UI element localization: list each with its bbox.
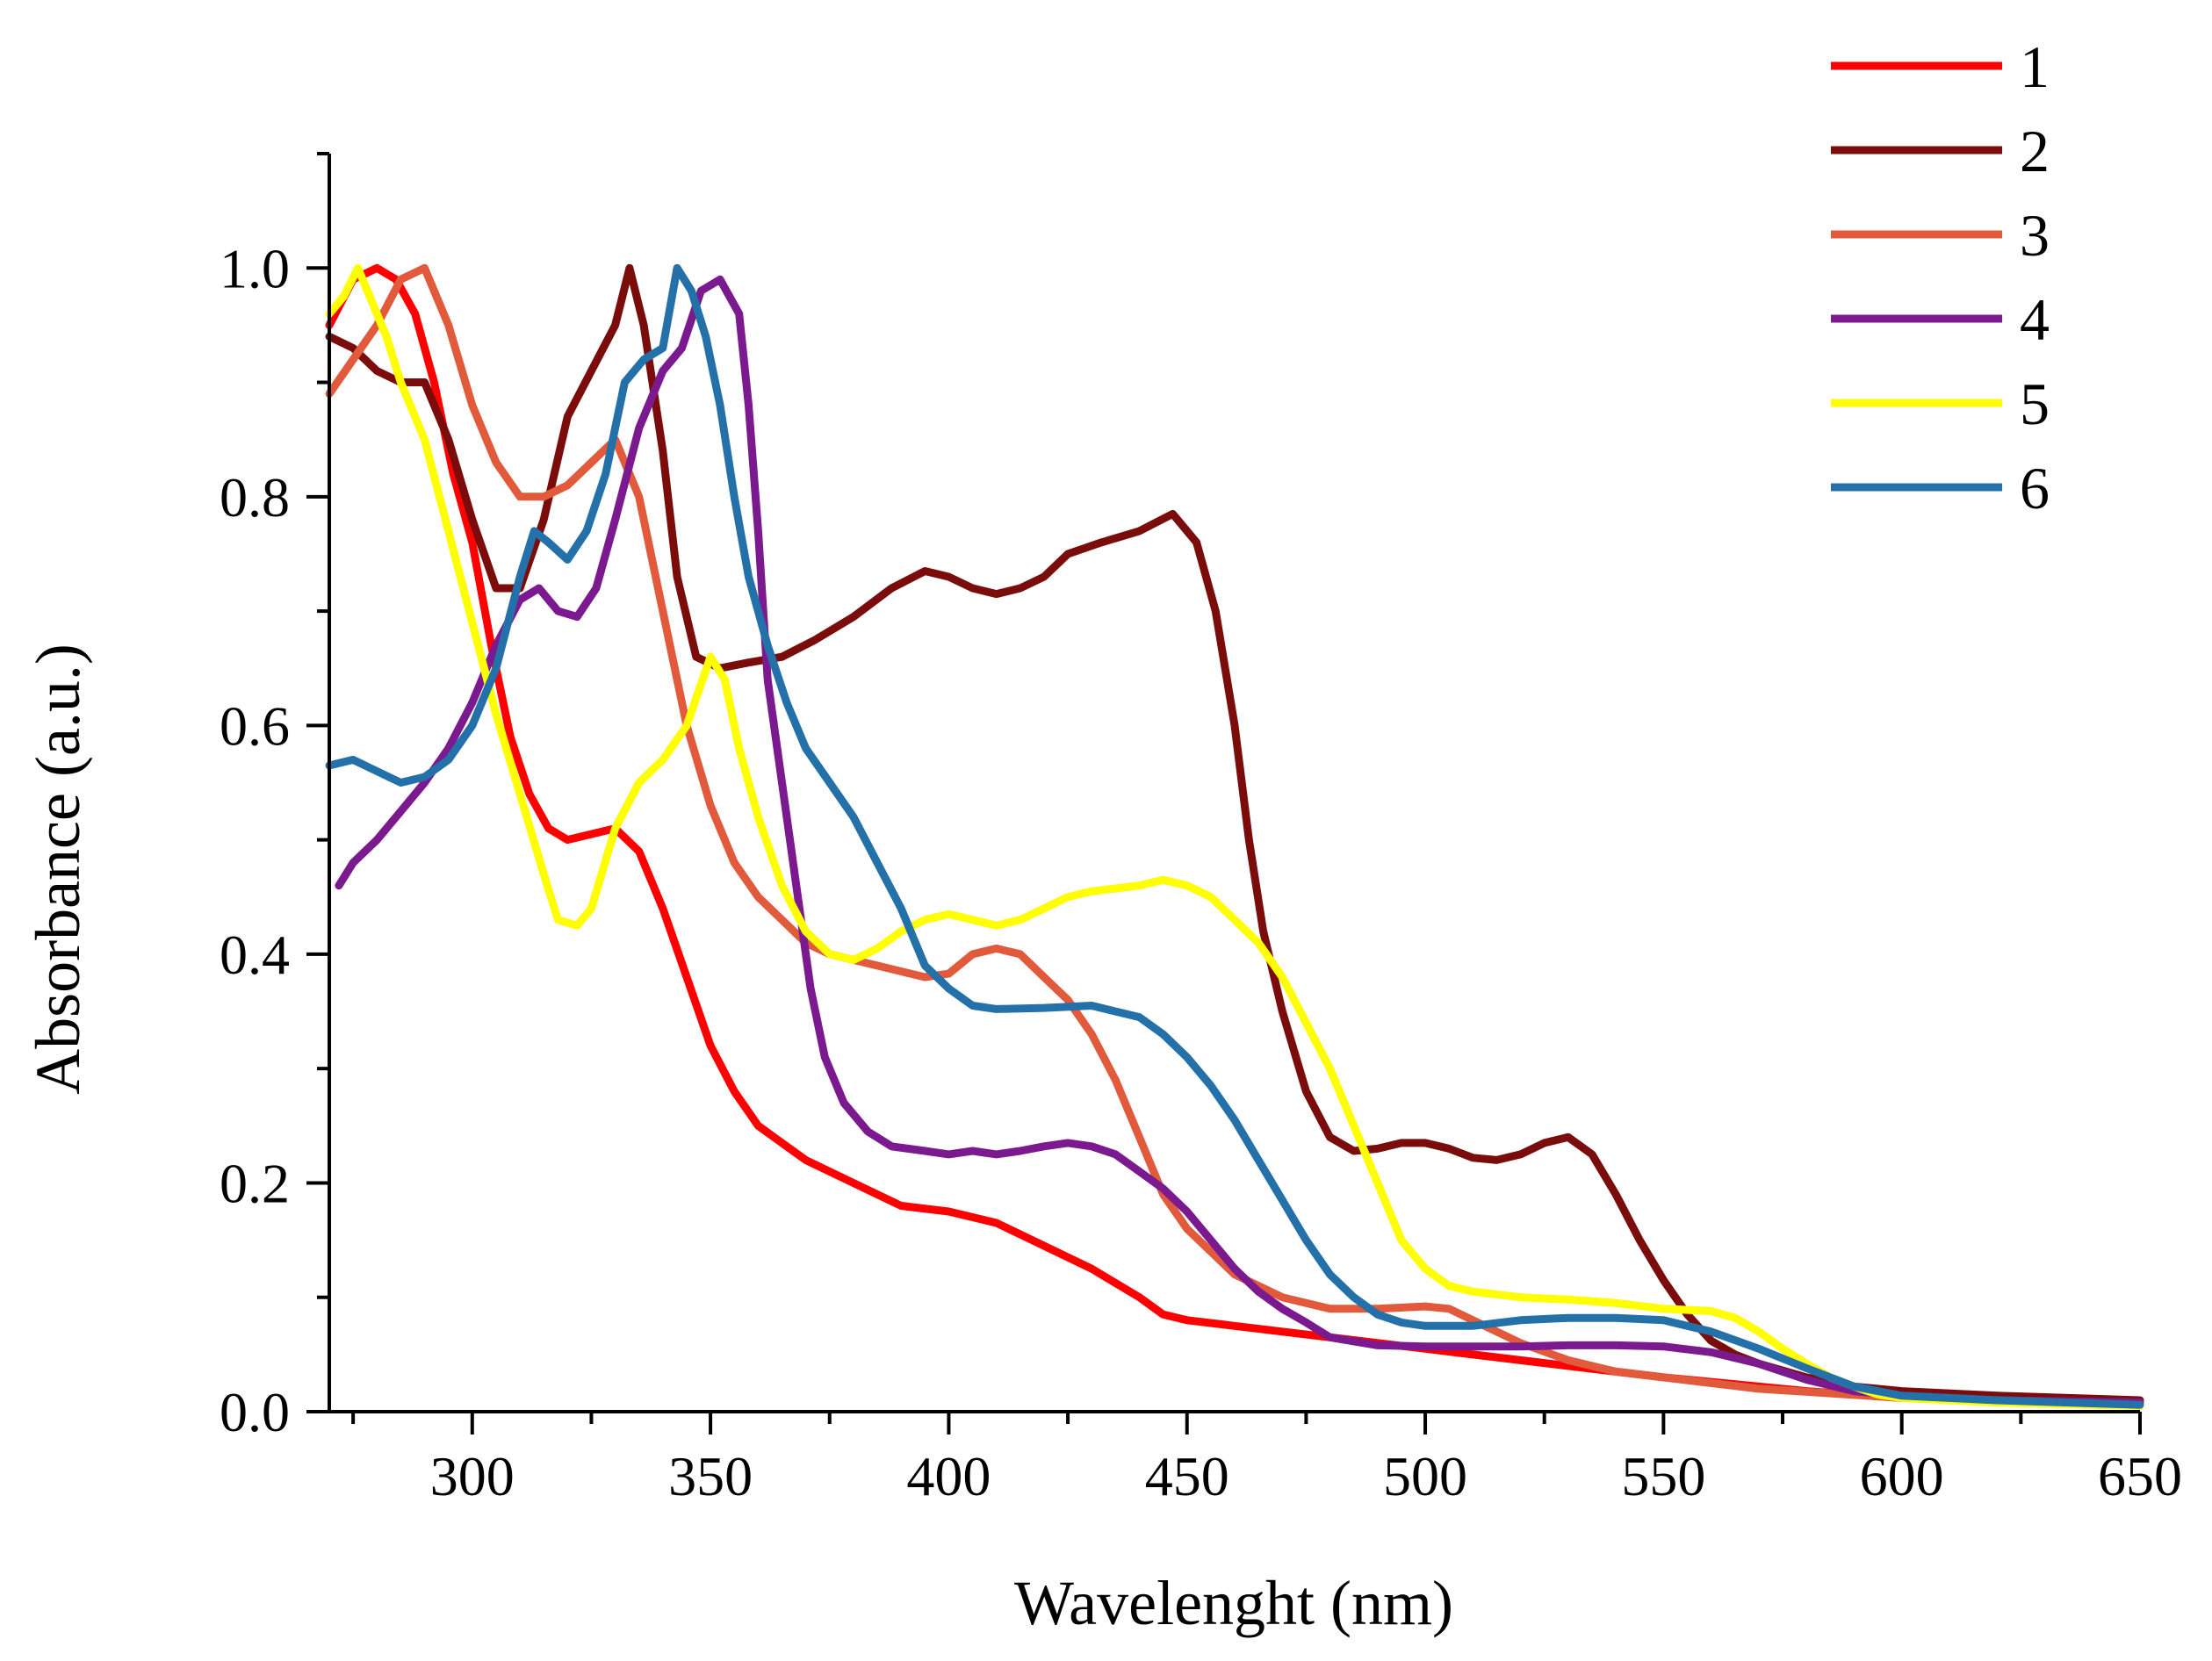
y-tick-label: 0.8 — [220, 466, 290, 528]
x-tick-label: 650 — [2098, 1445, 2182, 1507]
series-2-line — [325, 263, 2144, 1405]
y-tick-label: 1.0 — [220, 237, 290, 299]
legend-label-3: 3 — [2020, 202, 2050, 269]
y-tick-label: 0.4 — [220, 924, 290, 986]
x-axis-title: Wavelenght (nm) — [1014, 1568, 1453, 1638]
x-tick-label: 450 — [1145, 1445, 1229, 1507]
y-tick-label: 0.0 — [220, 1381, 290, 1443]
y-tick-label: 0.2 — [220, 1152, 290, 1214]
legend-label-1: 1 — [2020, 33, 2050, 100]
series-3-line — [325, 263, 2144, 1407]
x-tick-label: 400 — [906, 1445, 991, 1507]
axes-group — [328, 154, 2140, 1413]
legend-label-2: 2 — [2020, 118, 2050, 184]
x-tick-label: 300 — [430, 1445, 515, 1507]
series-4-line — [335, 275, 2144, 1407]
x-tick-label: 350 — [668, 1445, 753, 1507]
x-tick-label: 550 — [1621, 1445, 1705, 1507]
legend-label-4: 4 — [2020, 286, 2050, 353]
series-5-line — [325, 263, 2144, 1410]
legend-label-5: 5 — [2020, 370, 2050, 437]
y-tick-label: 0.6 — [220, 694, 290, 757]
series-6-line — [325, 263, 2144, 1409]
y-axis-title: Absorbance (a.u.) — [23, 644, 93, 1095]
legend-label-6: 6 — [2020, 455, 2050, 521]
series-group — [325, 263, 2144, 1410]
legend: 1 2 3 4 5 6 — [1831, 33, 2050, 521]
ticks-group: 300 350 400 450 500 550 600 650 0.0 0.2 0.4 0.6 0.8 1… — [220, 152, 2182, 1507]
series-1-line — [325, 263, 2144, 1407]
x-tick-label: 500 — [1383, 1445, 1467, 1507]
x-tick-label: 600 — [1860, 1445, 1944, 1507]
